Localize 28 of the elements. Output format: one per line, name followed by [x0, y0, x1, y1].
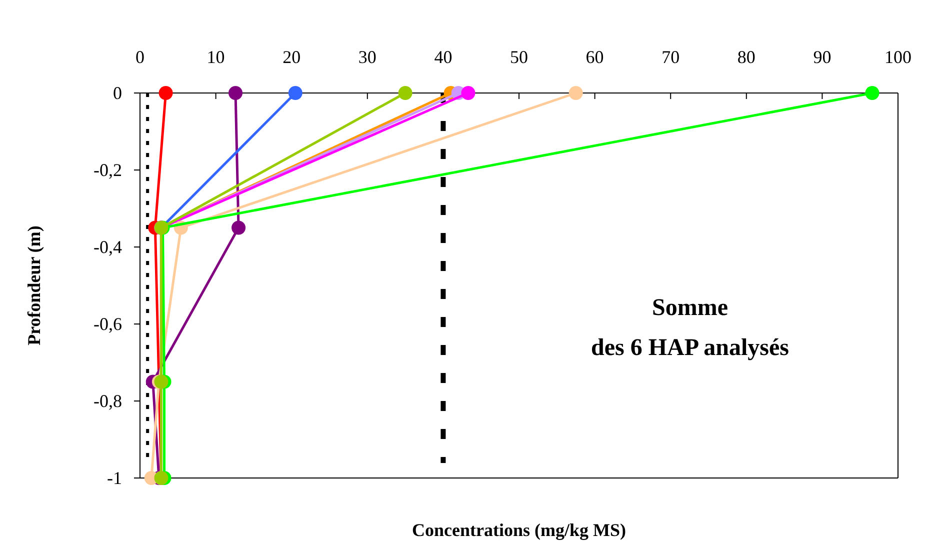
- x-tick-label: 100: [884, 47, 912, 67]
- y-tick-label: -1: [107, 468, 122, 488]
- y-tick-label: -0,8: [94, 391, 122, 411]
- x-tick-label: 10: [206, 47, 225, 67]
- point: [568, 86, 583, 100]
- x-tick-label: 50: [510, 47, 528, 67]
- y-tick-label: -0,4: [94, 237, 122, 257]
- annotation: Somme des 6 HAP analysés: [590, 295, 790, 361]
- y-tick-label: -0,6: [94, 314, 122, 334]
- x-tick-label: 20: [282, 47, 301, 67]
- point: [232, 220, 246, 235]
- point: [398, 86, 412, 100]
- y-axis-title: Profondeur (m): [24, 226, 44, 346]
- x-tick-label: 90: [813, 47, 832, 67]
- x-axis-title: Concentrations (mg/kg MS): [412, 520, 626, 540]
- point: [228, 86, 243, 100]
- point: [158, 86, 173, 100]
- x-tick-label: 60: [586, 47, 604, 67]
- x-tick-label: 0: [136, 47, 144, 67]
- point: [288, 86, 302, 100]
- x-tick-label: 70: [662, 47, 680, 67]
- x-tick-label: 30: [358, 47, 376, 67]
- y-tick-label: 0: [113, 83, 122, 103]
- x-tick-label: 40: [434, 47, 452, 67]
- point: [461, 86, 476, 100]
- x-tick-label: 80: [737, 47, 756, 67]
- y-tick-label: -0,2: [94, 160, 122, 180]
- point: [865, 86, 880, 100]
